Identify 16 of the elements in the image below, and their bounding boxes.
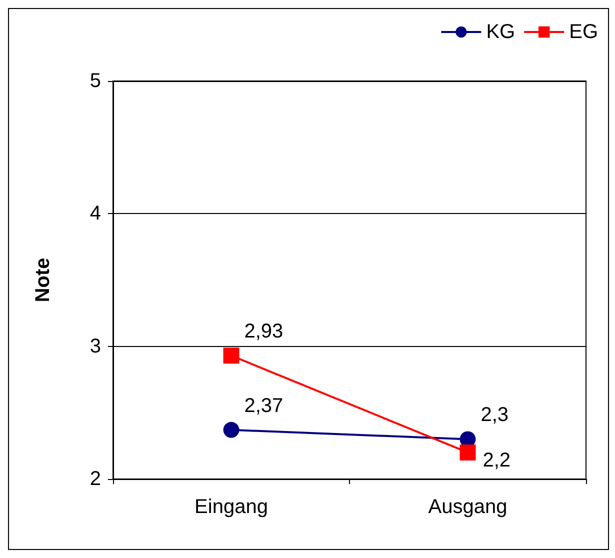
data-label: 2,3 (480, 404, 509, 426)
legend-label: EG (569, 21, 598, 43)
data-label: 2,93 (244, 320, 284, 343)
y-axis-title: Note (32, 258, 54, 302)
legend-label: KG (486, 21, 516, 43)
point (460, 444, 476, 460)
x-tick-label: Ausgang (428, 496, 508, 518)
y-tick-label: 3 (90, 335, 101, 358)
data-label: 2,37 (244, 394, 284, 417)
y-tick-label: 4 (90, 202, 101, 225)
point (223, 348, 240, 364)
x-tick-label: Eingang (194, 496, 268, 518)
point (223, 422, 240, 438)
y-tick-label: 2 (90, 468, 101, 490)
data-label: 2,2 (482, 449, 511, 472)
y-tick-label: 5 (90, 70, 101, 92)
